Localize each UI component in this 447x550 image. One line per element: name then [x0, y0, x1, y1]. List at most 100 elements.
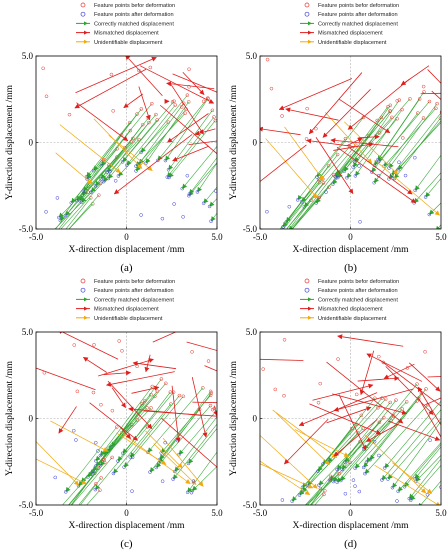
point-before — [416, 111, 420, 115]
unidentifiable-displacement-arrow — [50, 420, 109, 452]
correct-displacement-arrow — [68, 195, 99, 229]
point-after — [187, 193, 191, 198]
unidentifiable-displacement-arrow — [324, 112, 373, 164]
point-after — [390, 173, 394, 177]
point-after — [352, 160, 357, 164]
point-before — [212, 115, 216, 119]
chart-panel-d: Feature points befor deformation Feature … — [224, 276, 447, 550]
point-after — [42, 247, 45, 250]
correct-displacement-arrow — [340, 408, 403, 481]
point-before — [212, 406, 217, 411]
unidentifiable-displacement-arrow — [260, 434, 318, 489]
point-after — [324, 190, 328, 194]
point-before — [179, 105, 184, 109]
point-before — [44, 94, 49, 99]
point-after — [160, 479, 165, 483]
correct-displacement-arrow — [317, 398, 376, 472]
y-tick-label: -5.0 — [19, 224, 34, 234]
mismatched-displacement-arrow — [347, 78, 410, 130]
point-before — [322, 492, 326, 497]
point-before — [388, 400, 392, 405]
point-after — [47, 234, 50, 237]
point-before — [405, 366, 410, 370]
point-after — [91, 168, 96, 173]
point-before — [379, 115, 384, 120]
point-after — [372, 439, 377, 444]
point-before — [181, 394, 186, 399]
panel-label: (b) — [344, 262, 357, 274]
mismatched-displacement-arrow — [332, 393, 408, 415]
point-before — [149, 406, 153, 410]
mismatched-displacement-arrow — [128, 406, 202, 416]
point-after — [317, 483, 321, 487]
point-after — [340, 467, 344, 472]
point-after — [280, 498, 285, 502]
correct-displacement-arrow — [60, 179, 106, 229]
point-after — [339, 478, 343, 483]
point-before — [381, 360, 386, 365]
correct-displacement-arrow — [394, 118, 441, 179]
point-after — [413, 188, 417, 193]
correct-displacement-arrow — [68, 473, 96, 505]
unidentifiable-displacement-arrow — [294, 429, 350, 457]
unidentifiable-displacement-arrow — [272, 409, 338, 458]
legend-arrowhead — [308, 21, 312, 26]
unidentifiable-displacement-arrow — [153, 443, 197, 485]
point-before — [177, 393, 182, 398]
mismatched-displacement-arrow — [284, 418, 329, 465]
correct-displacement-arrow — [86, 490, 101, 505]
x-axis-title: X-direction displacement /mm — [292, 245, 409, 255]
point-before — [159, 377, 164, 381]
point-before — [323, 489, 327, 493]
point-before — [67, 112, 72, 117]
point-after — [351, 165, 355, 169]
point-before — [423, 350, 427, 354]
point-after — [396, 489, 400, 494]
legend-label: Correctly matched displacement — [94, 297, 174, 303]
point-after — [186, 461, 191, 466]
correct-displacement-arrow — [157, 97, 208, 161]
point-after — [45, 253, 48, 256]
legend-marker-circle — [80, 278, 86, 284]
point-before — [397, 98, 402, 102]
point-before — [209, 391, 214, 395]
point-after — [108, 169, 112, 174]
point-before — [336, 357, 340, 361]
point-after — [403, 173, 408, 178]
unidentifiable-displacement-arrow — [116, 432, 167, 465]
point-after — [171, 477, 175, 481]
point-after — [425, 492, 430, 497]
point-after — [40, 257, 43, 260]
correct-displacement-arrow — [310, 479, 331, 505]
point-before — [135, 418, 139, 422]
point-before — [337, 471, 341, 476]
correct-displacement-arrow — [197, 162, 217, 193]
point-after — [58, 518, 61, 521]
point-before — [390, 115, 394, 120]
legend-label: Unidentifiable displacement — [318, 40, 387, 46]
legend-label: Unidentifiable displacement — [94, 316, 163, 322]
point-after — [134, 169, 138, 173]
point-before — [356, 431, 360, 435]
point-before — [404, 400, 409, 404]
point-before — [440, 415, 441, 418]
point-before — [395, 99, 399, 103]
correct-displacement-arrow — [291, 174, 334, 229]
legend-label: Feature points befor deformation — [94, 3, 175, 9]
correct-displacement-arrow — [160, 395, 211, 454]
point-before — [114, 425, 119, 429]
point-after — [273, 240, 276, 243]
point-before — [183, 111, 187, 116]
point-after — [55, 196, 60, 200]
point-before — [331, 173, 336, 177]
point-before — [89, 196, 93, 200]
correct-displacement-arrow — [68, 462, 105, 505]
point-after — [209, 219, 213, 223]
zero-lines — [260, 332, 441, 505]
correct-displacement-arrow — [316, 117, 364, 178]
point-before — [317, 195, 321, 200]
point-after — [111, 471, 116, 476]
chart-panel-a: Feature points befor deformation Feature … — [0, 0, 223, 274]
point-after — [128, 455, 133, 459]
y-tick-label: 5.0 — [22, 51, 34, 61]
